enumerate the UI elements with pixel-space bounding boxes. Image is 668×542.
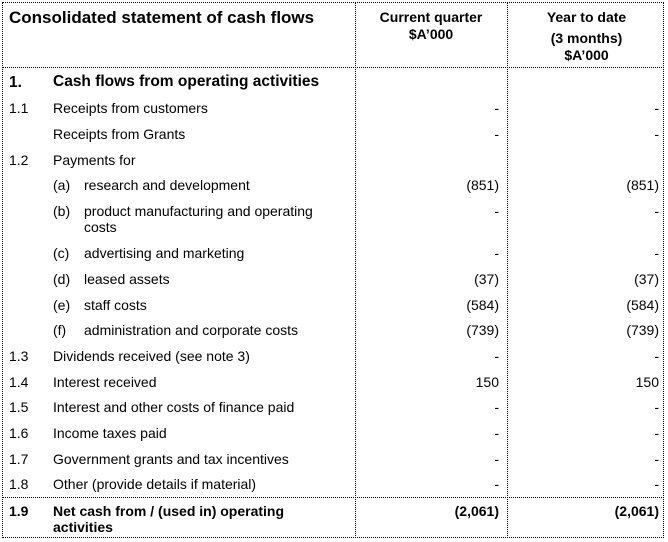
current-quarter-value: - bbox=[494, 245, 499, 261]
current-quarter-header-unit: $A’000 bbox=[408, 26, 454, 42]
year-to-date-value: - bbox=[654, 451, 659, 467]
row-number: 1. bbox=[9, 74, 22, 91]
column-divider bbox=[507, 2, 508, 538]
current-quarter-value: - bbox=[494, 126, 499, 142]
year-to-date-header-unit: $A’000 bbox=[564, 47, 609, 63]
year-to-date-header: Year to date (3 months) $A’000 bbox=[509, 9, 664, 64]
row-label: Interest received bbox=[53, 374, 157, 390]
row-label: Receipts from customers bbox=[53, 100, 208, 116]
row-number: 1.4 bbox=[9, 374, 29, 390]
year-to-date-value: - bbox=[654, 348, 659, 364]
current-quarter-value: (584) bbox=[466, 297, 499, 313]
row-number: 1.6 bbox=[9, 425, 29, 441]
year-to-date-header-line2: (3 months) bbox=[550, 30, 623, 46]
current-quarter-value: - bbox=[494, 476, 499, 492]
sub-item-letter: (f) bbox=[53, 322, 67, 338]
sub-item-label: administration and corporate costs bbox=[84, 322, 298, 338]
section-heading: Cash flows from operating activities bbox=[53, 73, 320, 90]
current-quarter-header-line1: Current quarter bbox=[379, 9, 483, 25]
sub-item-letter: (d) bbox=[53, 271, 71, 287]
year-to-date-value: (739) bbox=[626, 322, 659, 338]
sub-item-letter: (b) bbox=[53, 203, 71, 219]
column-divider bbox=[355, 2, 356, 538]
sub-item-label: leased assets bbox=[84, 271, 170, 287]
row-number: 1.2 bbox=[9, 152, 29, 168]
year-to-date-value: - bbox=[654, 245, 659, 261]
year-to-date-value: - bbox=[654, 203, 659, 219]
sub-item-label-line2: costs bbox=[84, 219, 117, 235]
sub-item-label-line1: product manufacturing and operating bbox=[84, 203, 313, 219]
year-to-date-value: - bbox=[654, 425, 659, 441]
year-to-date-value: 150 bbox=[635, 374, 659, 390]
year-to-date-header-line1: Year to date bbox=[546, 9, 627, 25]
current-quarter-value: (37) bbox=[474, 271, 499, 287]
row-number: 1.7 bbox=[9, 451, 29, 467]
row-label: Receipts from Grants bbox=[53, 126, 186, 142]
sub-item-letter: (a) bbox=[53, 177, 71, 193]
row-number: 1.1 bbox=[9, 100, 29, 116]
year-to-date-value: - bbox=[654, 399, 659, 415]
row-label: Government grants and tax incentives bbox=[53, 451, 289, 467]
year-to-date-value: - bbox=[654, 100, 659, 116]
sub-item-letter: (c) bbox=[53, 245, 70, 261]
row-label: Interest and other costs of finance paid bbox=[53, 399, 295, 415]
year-to-date-total: (2,061) bbox=[614, 503, 659, 519]
row-number: 1.8 bbox=[9, 476, 29, 492]
current-quarter-value: - bbox=[494, 399, 499, 415]
year-to-date-value: (37) bbox=[634, 271, 659, 287]
row-number: 1.9 bbox=[9, 503, 29, 519]
header-divider bbox=[2, 67, 664, 68]
year-to-date-value: - bbox=[654, 126, 659, 142]
row-label: Other (provide details if material) bbox=[53, 476, 257, 492]
current-quarter-value: - bbox=[494, 425, 499, 441]
current-quarter-value: 150 bbox=[475, 374, 499, 390]
sub-item-letter: (e) bbox=[53, 297, 71, 313]
current-quarter-value: (851) bbox=[466, 177, 499, 193]
sub-item-label: staff costs bbox=[84, 297, 147, 313]
total-label-line2: activities bbox=[53, 519, 113, 535]
total-label-line1: Net cash from / (used in) operating bbox=[53, 503, 285, 519]
row-label: Income taxes paid bbox=[53, 425, 167, 441]
year-to-date-value: (851) bbox=[626, 177, 659, 193]
current-quarter-value: - bbox=[494, 100, 499, 116]
year-to-date-value: (584) bbox=[626, 297, 659, 313]
statement-title: Consolidated statement of cash flows bbox=[9, 8, 315, 27]
row-label: Payments for bbox=[53, 152, 136, 168]
total-divider bbox=[2, 497, 664, 498]
current-quarter-value: - bbox=[494, 348, 499, 364]
current-quarter-value: (739) bbox=[466, 322, 499, 338]
row-number: 1.3 bbox=[9, 348, 29, 364]
total-label: Net cash from / (used in) operating acti… bbox=[53, 503, 284, 535]
row-label: Dividends received (see note 3) bbox=[53, 348, 250, 364]
sub-item-label: advertising and marketing bbox=[84, 245, 245, 261]
year-to-date-value: - bbox=[654, 476, 659, 492]
current-quarter-header: Current quarter $A’000 bbox=[357, 9, 505, 43]
row-number: 1.5 bbox=[9, 399, 29, 415]
current-quarter-total: (2,061) bbox=[454, 503, 499, 519]
sub-item-label: product manufacturing and operating cost… bbox=[84, 203, 313, 235]
current-quarter-value: - bbox=[494, 203, 499, 219]
current-quarter-value: - bbox=[494, 451, 499, 467]
sub-item-label: research and development bbox=[84, 177, 250, 193]
